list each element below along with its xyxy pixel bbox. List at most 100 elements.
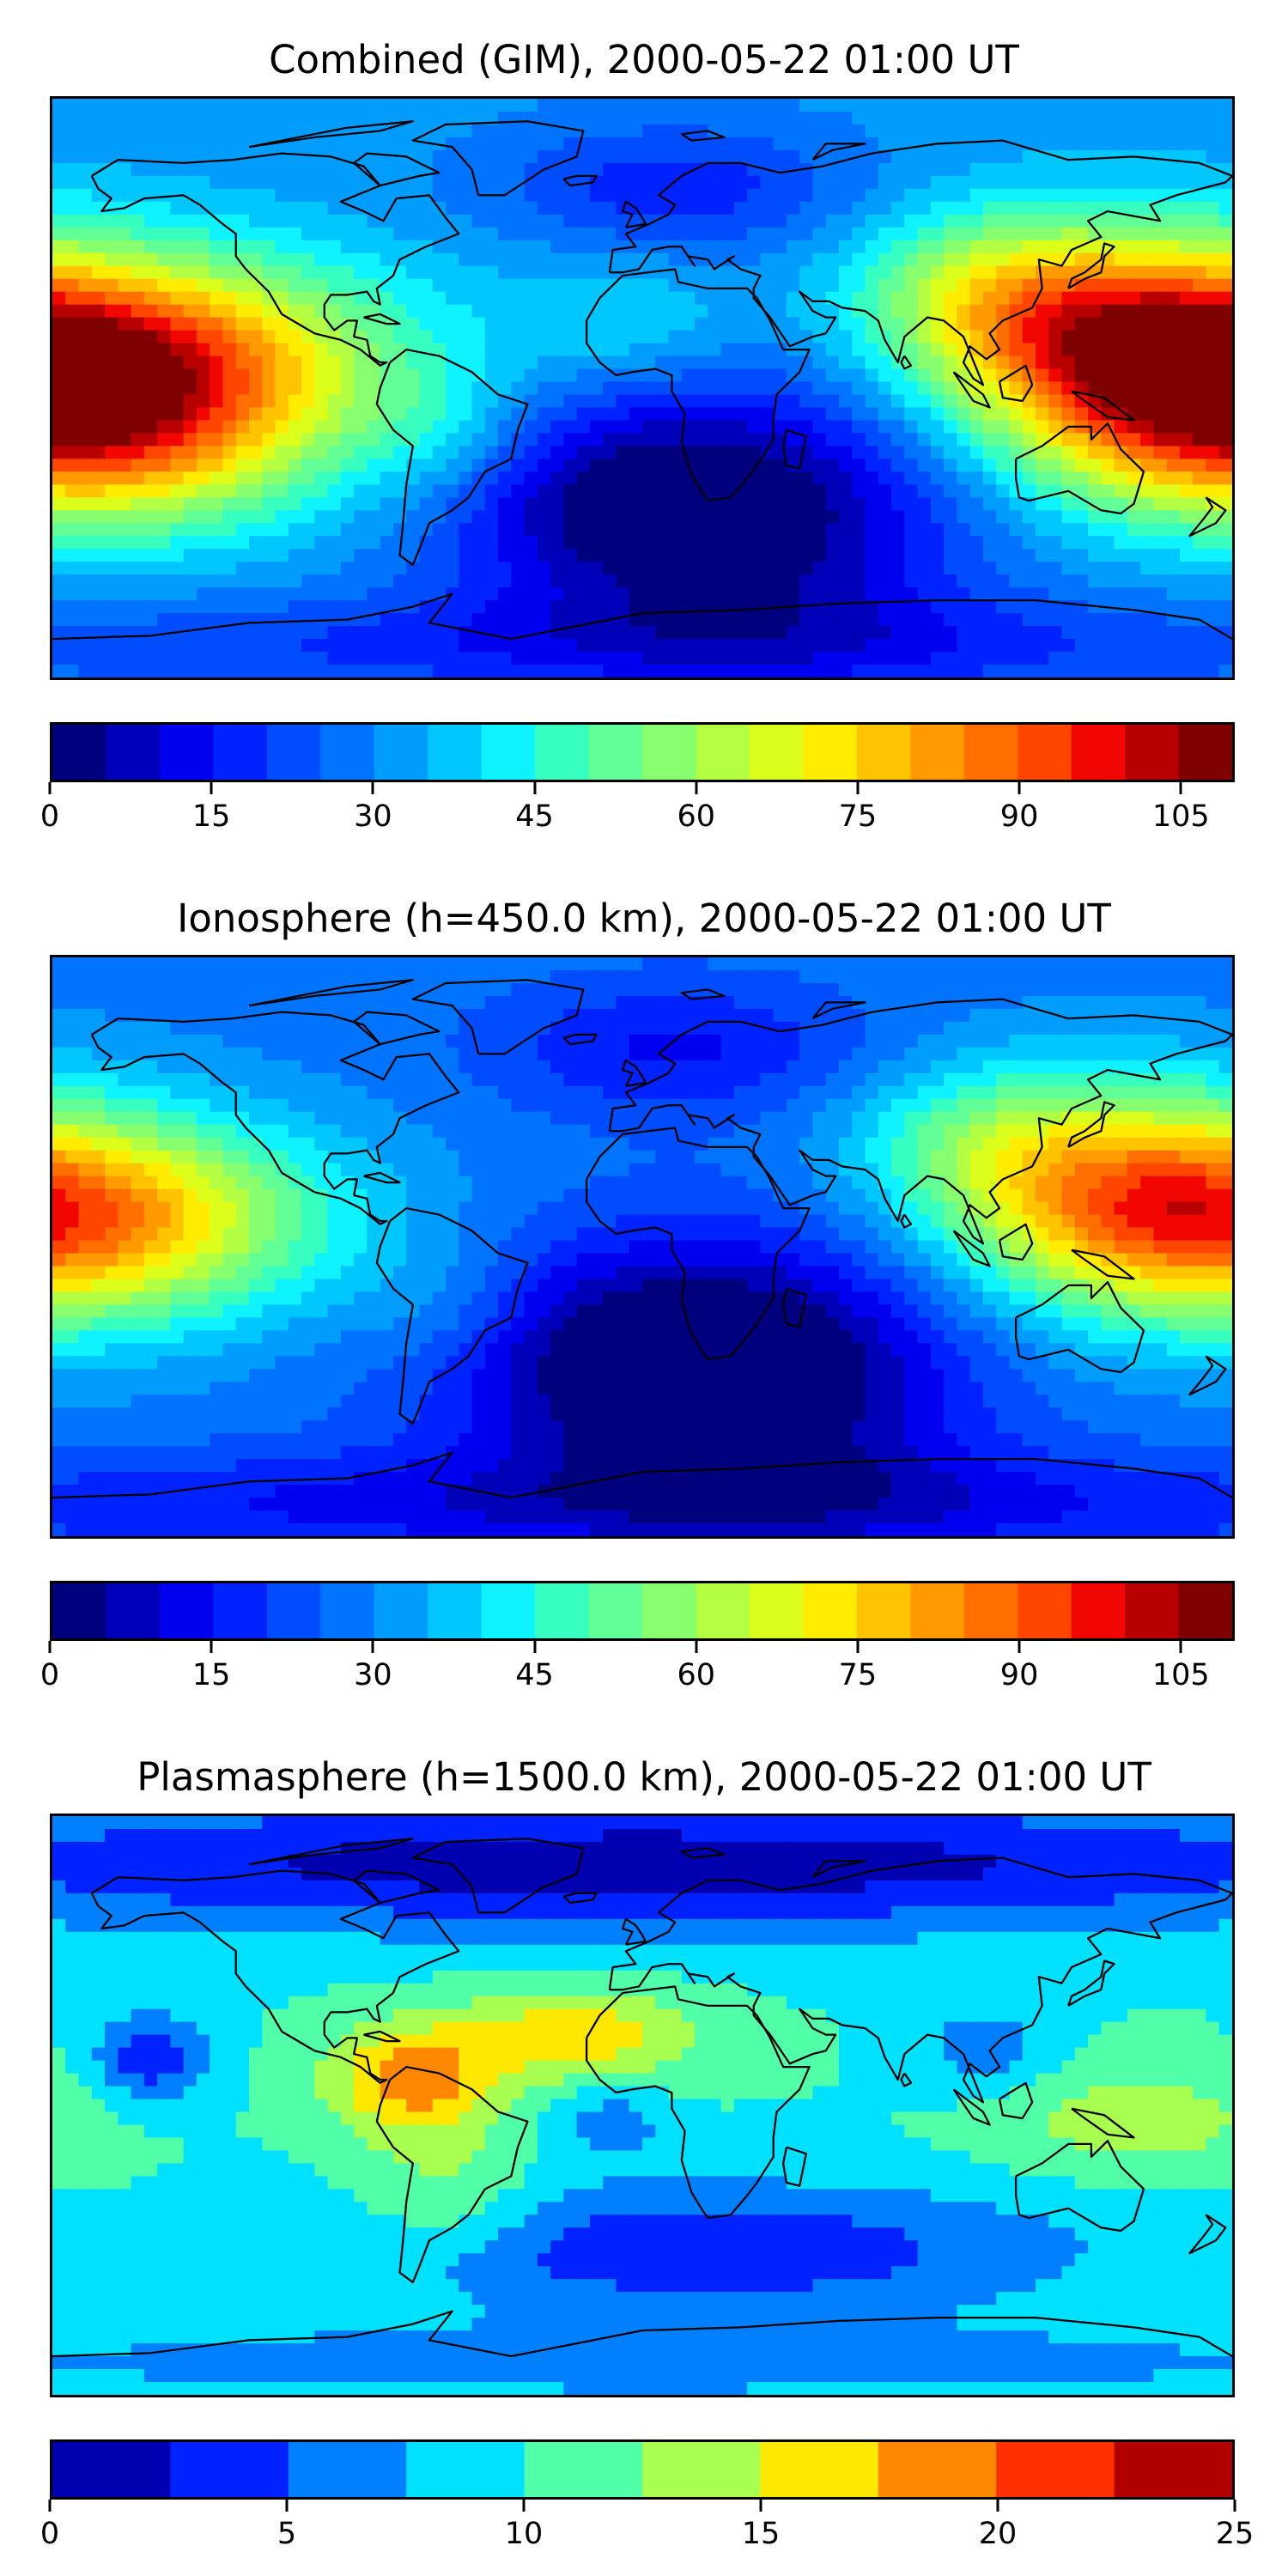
contour-cell <box>1048 497 1063 512</box>
contour-cell <box>996 175 1011 190</box>
contour-cell <box>419 420 434 434</box>
contour-cell <box>222 149 237 165</box>
contour-cell <box>1193 137 1207 152</box>
contour-cell <box>91 214 106 228</box>
contour-cell <box>720 484 736 499</box>
contour-cell <box>511 1047 526 1061</box>
contour-cell <box>288 1047 303 1061</box>
contour-cell <box>498 1021 513 1036</box>
contour-cell <box>878 162 893 177</box>
map-svg <box>52 99 1232 677</box>
contour-cell <box>839 549 854 563</box>
contour-cell <box>563 265 578 280</box>
contour-cell <box>210 995 224 1011</box>
contour-cell <box>459 639 473 653</box>
contour-cell <box>222 549 237 563</box>
contour-cell <box>275 149 289 165</box>
contour-cell <box>314 381 329 396</box>
contour-cell <box>550 446 565 460</box>
contour-cell <box>865 523 879 538</box>
contour-cell <box>733 497 749 512</box>
contour-cell <box>708 613 722 628</box>
contour-cell <box>380 1072 395 1087</box>
contour-cell <box>498 1034 513 1048</box>
contour-cell <box>143 124 159 139</box>
contour-cell <box>314 497 329 512</box>
contour-cell <box>301 523 316 538</box>
contour-cell <box>288 149 303 165</box>
contour-cell <box>170 459 185 473</box>
contour-cell <box>249 381 264 396</box>
contour-cell <box>944 111 958 126</box>
contour-cell <box>131 291 146 306</box>
contour-cell <box>288 600 303 615</box>
contour-cell <box>1218 420 1232 434</box>
contour-cell <box>131 639 146 653</box>
contour-cell <box>629 484 644 499</box>
contour-cell <box>1153 381 1168 396</box>
contour-cell <box>222 355 237 370</box>
contour-cell <box>878 652 893 666</box>
contour-cell <box>747 969 762 985</box>
contour-cell <box>1193 355 1207 370</box>
contour-cell <box>459 227 473 241</box>
contour-cell <box>1179 471 1194 486</box>
contour-cell <box>392 600 408 615</box>
contour-cell <box>1193 626 1207 641</box>
contour-cell <box>249 343 264 357</box>
contour-cell <box>314 99 329 113</box>
contour-cell <box>655 957 670 972</box>
contour-cell <box>982 381 998 396</box>
contour-cell <box>616 1008 630 1024</box>
contour-cell <box>288 626 303 641</box>
contour-cell <box>982 162 998 177</box>
contour-cell <box>1074 536 1090 550</box>
contour-cell <box>446 265 460 280</box>
contour-cell <box>1179 1034 1194 1048</box>
contour-cell <box>143 957 159 972</box>
contour-cell <box>1193 433 1207 447</box>
contour-cell <box>642 124 657 139</box>
contour-cell <box>944 304 958 319</box>
contour-cell <box>131 1021 146 1036</box>
contour-cell <box>1114 982 1129 998</box>
contour-cell <box>957 265 971 280</box>
contour-cell <box>563 99 578 113</box>
contour-cell <box>392 957 408 972</box>
contour-cell <box>354 240 368 254</box>
contour-cell <box>668 1034 683 1048</box>
contour-cell <box>760 587 775 602</box>
contour-cell <box>314 562 329 576</box>
contour-cell <box>1166 549 1182 563</box>
contour-cell <box>459 240 473 254</box>
contour-cell <box>327 549 343 563</box>
contour-cell <box>786 982 801 998</box>
contour-cell <box>367 471 381 486</box>
contour-cell <box>589 652 605 666</box>
contour-cell <box>105 317 119 331</box>
contour-cell <box>603 523 617 538</box>
contour-cell <box>275 957 289 972</box>
contour-cell <box>143 523 159 538</box>
contour-cell <box>642 291 657 306</box>
contour-cell <box>367 957 381 972</box>
contour-cell <box>996 562 1011 576</box>
contour-cell <box>524 433 539 447</box>
contour-cell <box>563 982 578 998</box>
contour-cell <box>314 626 329 641</box>
contour-cell <box>839 162 854 177</box>
contour-cell <box>222 587 237 602</box>
contour-cell <box>708 446 722 460</box>
contour-cell <box>733 995 749 1011</box>
contour-cell <box>52 484 67 499</box>
contour-cell <box>1036 240 1050 254</box>
contour-cell <box>642 613 657 628</box>
contour-cell <box>1022 600 1037 615</box>
contour-cell <box>367 484 381 499</box>
contour-cell <box>904 291 919 306</box>
contour-cell <box>183 433 198 447</box>
contour-cell <box>484 652 500 666</box>
contour-cell <box>52 613 67 628</box>
contour-cell <box>969 330 985 344</box>
contour-cell <box>1009 1060 1024 1074</box>
